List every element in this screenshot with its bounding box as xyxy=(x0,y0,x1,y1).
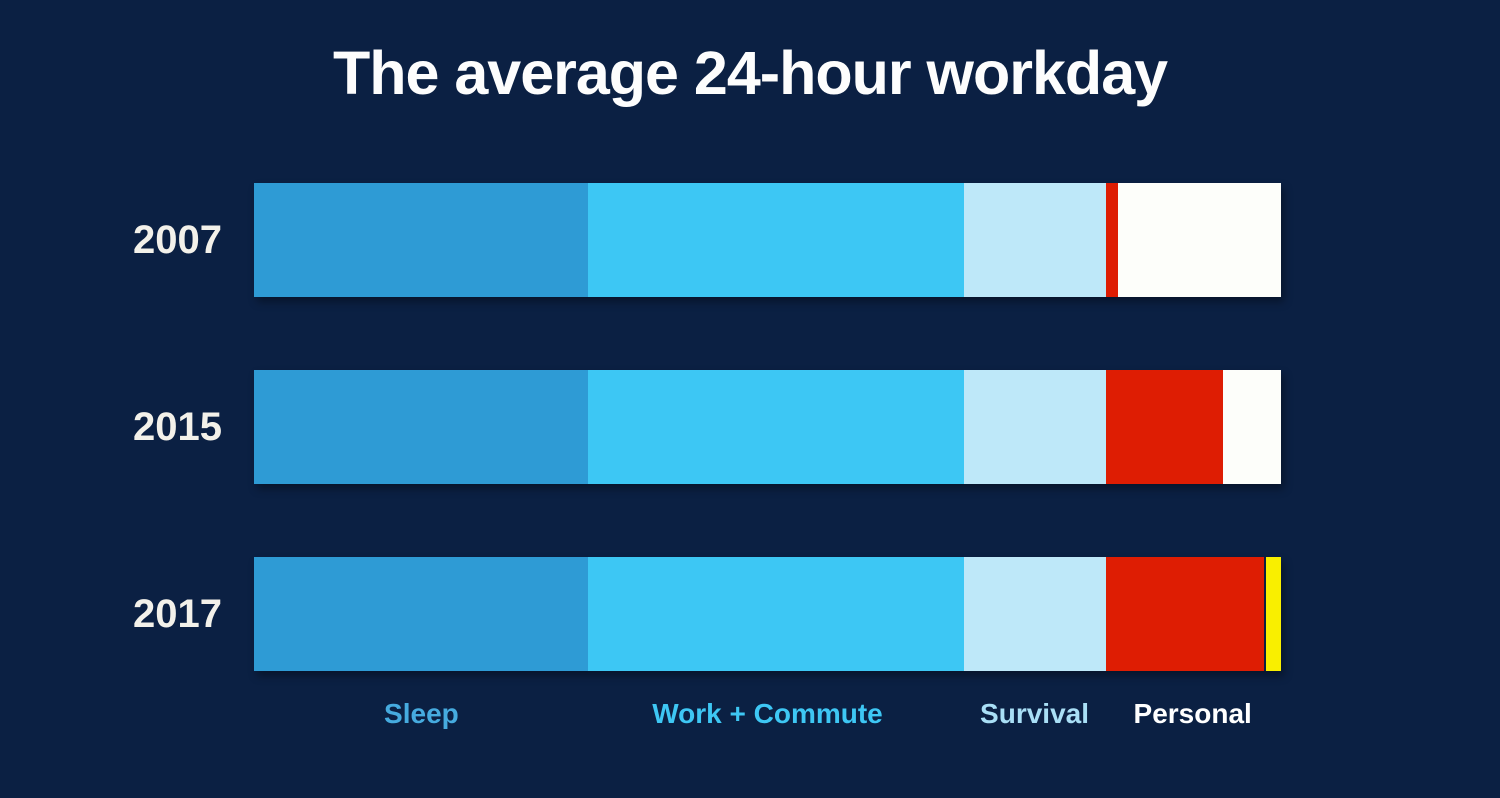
legend-label-sleep: Sleep xyxy=(384,698,459,729)
bar-2007-segment-red-unlabeled xyxy=(1105,183,1119,297)
bar-2015-segment-survival xyxy=(964,370,1106,484)
year-label-2007: 2007 xyxy=(133,218,222,262)
bar-2015-segment-personal-white xyxy=(1223,370,1281,484)
bar-2017-segment-personal-yellow xyxy=(1263,557,1281,671)
bar-2007-segment-work-commute xyxy=(587,183,965,297)
bar-2007-segment-survival xyxy=(964,183,1106,297)
bar-row-2017: 2017 xyxy=(0,557,1500,671)
year-label-2017: 2017 xyxy=(133,592,222,636)
bar-2017-segment-red-unlabeled xyxy=(1105,557,1264,671)
bar-2017-segment-survival xyxy=(964,557,1106,671)
stacked-bar-2017 xyxy=(254,557,1281,671)
bar-row-2007: 2007 xyxy=(0,183,1500,297)
stacked-bar-2015 xyxy=(254,370,1281,484)
legend-label-personal: Personal xyxy=(1133,698,1252,729)
bar-2017-segment-work-commute xyxy=(587,557,965,671)
chart-title: The average 24-hour workday xyxy=(332,39,1168,107)
bar-row-2015: 2015 xyxy=(0,370,1500,484)
stacked-bar-2007 xyxy=(254,183,1281,297)
bar-2015-segment-red-unlabeled xyxy=(1105,370,1224,484)
bar-2007-segment-personal-white xyxy=(1118,183,1281,297)
bar-2015-segment-work-commute xyxy=(587,370,965,484)
bar-2015-segment-sleep xyxy=(254,370,588,484)
year-label-2015: 2015 xyxy=(133,405,222,449)
legend-label-work-commute: Work + Commute xyxy=(652,698,883,729)
bar-2007-segment-sleep xyxy=(254,183,588,297)
chart-legend: Sleep Work + Commute Survival Personal xyxy=(254,698,1281,738)
bar-2017-segment-sleep xyxy=(254,557,588,671)
legend-label-survival: Survival xyxy=(980,698,1089,729)
